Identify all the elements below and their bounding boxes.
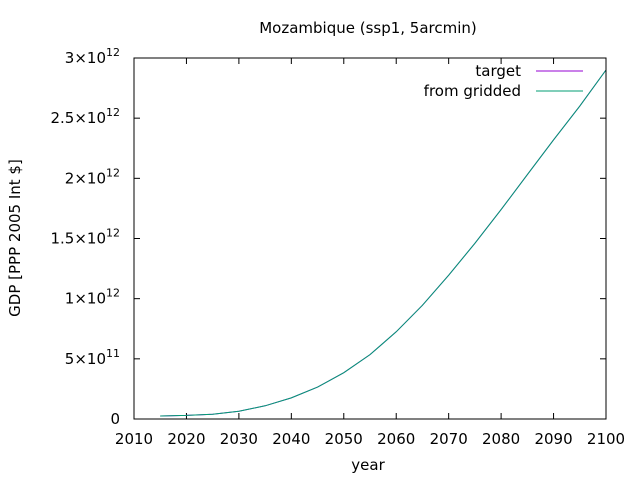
x-tick-label: 2100 [587,430,625,448]
y-tick-exponent: 12 [106,287,120,300]
y-axis-label: GDP [PPP 2005 Int $] [6,159,24,317]
y-tick-mantissa: 2.5×10 [50,109,106,127]
y-tick-label: 5×1011 [65,347,120,368]
y-tick-label: 1.5×1012 [50,227,120,248]
legend-label: from gridded [424,82,521,100]
series-lines [160,69,607,417]
x-tick-label: 2020 [167,430,205,448]
y-tick-label: 0 [110,410,120,428]
y-tick-exponent: 12 [106,166,120,179]
y-tick-exponent: 12 [106,46,120,59]
x-axis-ticks: 2010 2020 2030 2040 2050 2060 2070 2080 2090 2100 [115,58,625,448]
y-tick-mantissa: 0 [110,410,120,428]
y-tick-exponent: 11 [106,347,120,360]
x-tick-label: 2080 [482,430,520,448]
x-tick-label: 2040 [272,430,310,448]
x-tick-label: 2030 [220,430,258,448]
y-tick-exponent: 12 [106,106,120,119]
y-tick-label: 2×1012 [65,166,120,187]
x-tick-label: 2060 [377,430,415,448]
y-tick-mantissa: 2×10 [65,169,106,187]
y-tick-label: 2.5×1012 [50,106,120,127]
y-tick-exponent: 12 [106,227,120,240]
legend-label: target [475,62,521,80]
y-tick-mantissa: 5×10 [65,350,106,368]
chart-title: Mozambique (ssp1, 5arcmin) [259,19,477,37]
y-axis-ticks: 05×10111×10121.5×10122×10122.5×10123×101… [50,46,606,428]
x-tick-label: 2010 [115,430,153,448]
x-tick-label: 2090 [534,430,572,448]
y-tick-label: 1×1012 [65,287,120,308]
y-tick-mantissa: 1×10 [65,290,106,308]
y-tick-mantissa: 1.5×10 [50,230,106,248]
series-line-1 [160,69,607,417]
x-axis-label: year [351,456,385,474]
x-tick-label: 2070 [430,430,468,448]
y-tick-mantissa: 3×10 [65,49,106,67]
x-tick-label: 2050 [325,430,363,448]
legend: target from gridded [424,62,583,100]
plot-frame [133,57,607,420]
y-tick-label: 3×1012 [65,46,120,67]
